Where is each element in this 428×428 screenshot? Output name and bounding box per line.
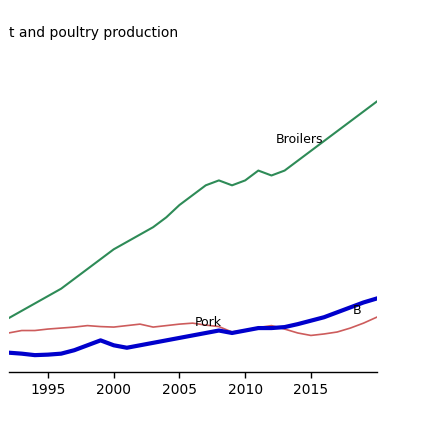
- Text: Broilers: Broilers: [276, 133, 323, 146]
- Text: Pork: Pork: [195, 316, 222, 329]
- Text: t and poultry production: t and poultry production: [9, 26, 178, 40]
- Text: B: B: [353, 304, 362, 317]
